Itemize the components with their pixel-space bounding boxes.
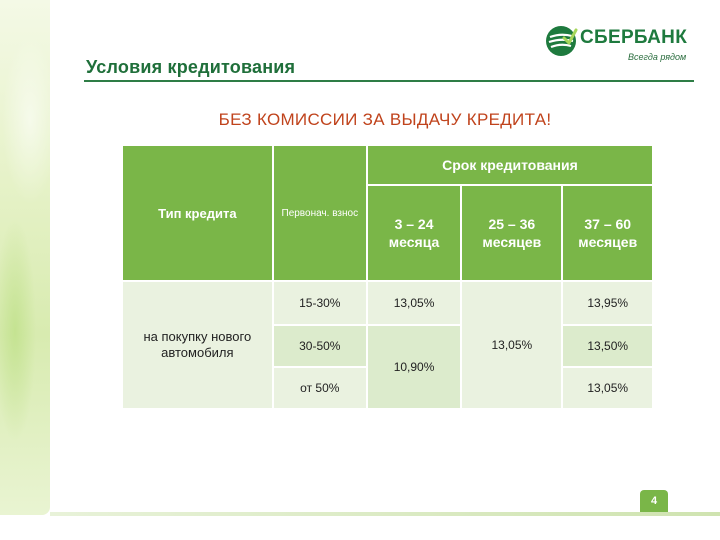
table-header-row: Тип кредита Первонач. взнос Срок кредито… bbox=[123, 146, 652, 280]
header-credit-type: Тип кредита bbox=[123, 146, 272, 280]
logo-slogan: Всегда рядом bbox=[628, 52, 687, 62]
cell-rate-37-60: 13,95% bbox=[563, 282, 652, 324]
sberbank-logo: СБЕРБАНК Всегда рядом bbox=[544, 24, 694, 68]
cell-rate-37-60: 13,05% bbox=[563, 368, 652, 408]
header-term-3-24: 3 – 24 месяца bbox=[367, 186, 461, 280]
cell-rate-3-24: 13,05% bbox=[367, 282, 461, 324]
cell-rate-3-24-merged: 10,90% bbox=[367, 326, 461, 408]
cell-rate-37-60: 13,50% bbox=[563, 326, 652, 366]
header-term-37-60: 37 – 60 месяцев bbox=[563, 186, 652, 280]
slide-subtitle: БЕЗ КОМИССИИ ЗА ВЫДАЧУ КРЕДИТА! bbox=[218, 110, 552, 129]
logo-name: СБЕРБАНК bbox=[580, 27, 688, 48]
decorative-left-strip bbox=[0, 0, 50, 515]
bottom-decorative-bar bbox=[50, 512, 720, 516]
page-number-badge: 4 bbox=[640, 490, 668, 512]
credit-terms-table: Тип кредита Первонач. взнос Срок кредито… bbox=[121, 144, 654, 410]
title-underline bbox=[84, 80, 694, 82]
slide-title: Условия кредитования bbox=[86, 57, 296, 77]
header-down-payment: Первонач. взнос bbox=[273, 146, 366, 280]
sberbank-logo-icon bbox=[546, 26, 578, 56]
cell-rate-25-36-merged: 13,05% bbox=[462, 282, 562, 408]
header-term-group: Срок кредитования bbox=[367, 146, 652, 184]
cell-down-payment: 15-30% bbox=[273, 282, 366, 324]
header-term-25-36: 25 – 36 месяцев bbox=[462, 186, 562, 280]
table-row: на покупку нового автомобиля 15-30% 13,0… bbox=[123, 282, 652, 408]
row-label-new-car: на покупку нового автомобиля bbox=[123, 282, 272, 408]
table-row: 30-50% 10,90% 13,50% bbox=[123, 326, 652, 408]
cell-down-payment: от 50% bbox=[273, 368, 366, 408]
cell-down-payment: 30-50% bbox=[273, 326, 366, 366]
table-header-terms-row: 3 – 24 месяца 25 – 36 месяцев 37 – 60 ме… bbox=[123, 186, 652, 280]
table-row: от 50% 13,05% bbox=[123, 368, 652, 408]
